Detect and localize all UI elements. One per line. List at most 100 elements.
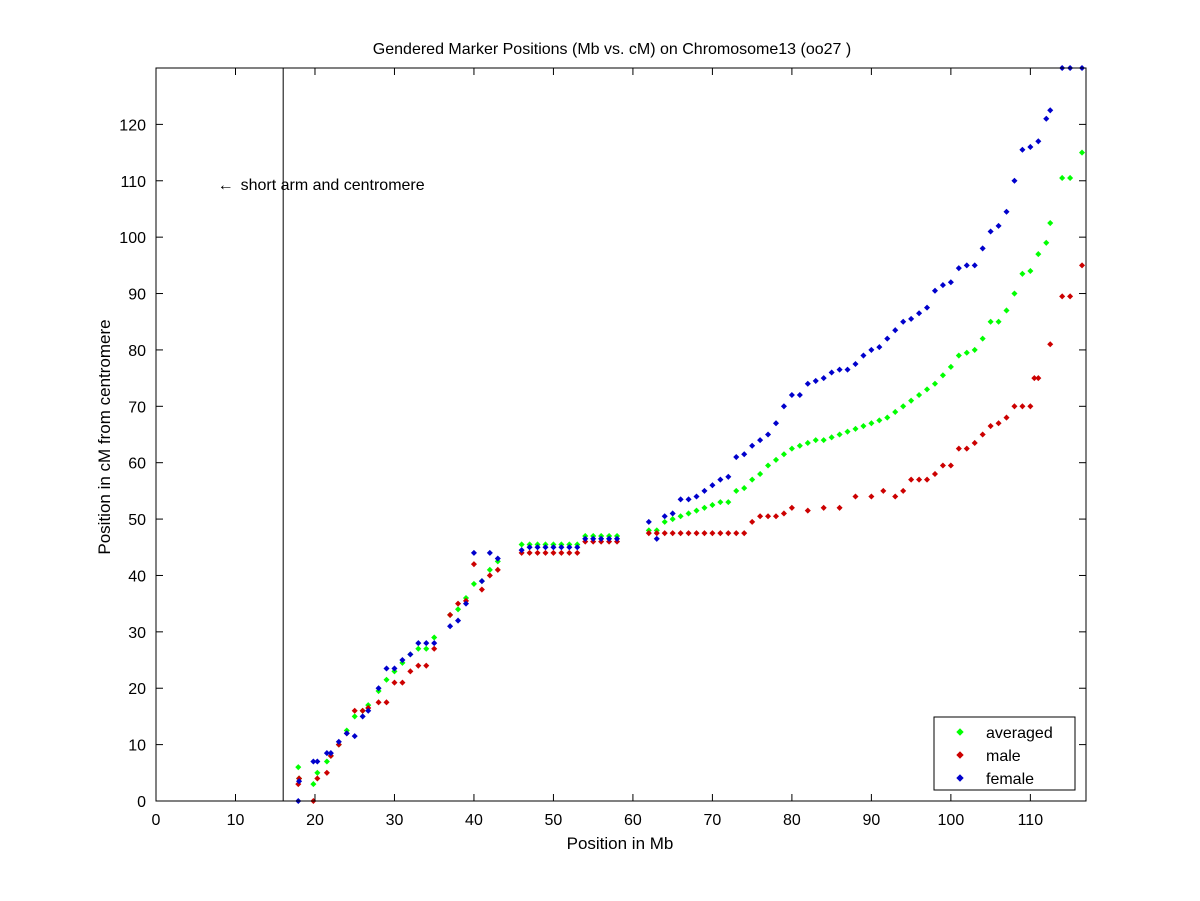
data-point	[391, 679, 398, 686]
data-point	[757, 513, 764, 520]
data-point	[614, 535, 621, 542]
x-tick-label: 100	[938, 812, 965, 829]
data-point	[852, 493, 859, 500]
data-point	[1027, 143, 1034, 150]
data-point	[924, 304, 931, 311]
data-point	[931, 380, 938, 387]
data-point	[892, 493, 899, 500]
data-point	[645, 518, 652, 525]
data-point	[494, 555, 501, 562]
data-point	[1011, 290, 1018, 297]
data-point	[880, 487, 887, 494]
data-point	[860, 352, 867, 359]
data-point	[987, 228, 994, 235]
data-point	[470, 549, 477, 556]
plot-background	[156, 68, 1086, 801]
data-point	[1047, 107, 1054, 114]
data-point	[979, 431, 986, 438]
data-point	[574, 544, 581, 551]
data-point	[323, 758, 330, 765]
series-female	[295, 64, 1086, 805]
x-tick-label: 10	[227, 812, 245, 829]
x-tick-label: 70	[704, 812, 722, 829]
data-point	[542, 549, 549, 556]
data-point	[765, 431, 772, 438]
data-point	[455, 606, 462, 613]
data-point	[415, 640, 422, 647]
data-point	[780, 451, 787, 458]
data-point	[310, 781, 317, 788]
y-tick-label: 0	[137, 794, 146, 811]
data-point	[351, 733, 358, 740]
data-point	[1019, 270, 1026, 277]
x-axis-ticks: 0 10 20 30 40 50 60 70 80 90 100 110	[152, 68, 1043, 829]
data-point	[757, 437, 764, 444]
data-point	[574, 549, 581, 556]
data-point	[955, 445, 962, 452]
data-point	[892, 408, 899, 415]
legend-label-female: female	[986, 771, 1034, 788]
x-tick-label: 50	[545, 812, 563, 829]
data-point	[796, 442, 803, 449]
data-point	[868, 493, 875, 500]
data-point	[447, 623, 454, 630]
data-point	[749, 518, 756, 525]
data-point	[804, 507, 811, 514]
data-point	[963, 262, 970, 269]
data-point	[828, 369, 835, 376]
data-point	[788, 392, 795, 399]
data-point	[749, 442, 756, 449]
legend-label-averaged: averaged	[986, 725, 1053, 742]
data-point	[653, 530, 660, 537]
data-point	[725, 530, 732, 537]
data-point	[677, 513, 684, 520]
data-point	[931, 287, 938, 294]
data-point	[900, 403, 907, 410]
data-point	[701, 487, 708, 494]
data-point	[693, 530, 700, 537]
data-point	[963, 349, 970, 356]
data-point	[963, 445, 970, 452]
data-point	[558, 549, 565, 556]
data-points	[295, 64, 1086, 805]
data-point	[431, 640, 438, 647]
data-point	[327, 750, 334, 757]
data-point	[812, 377, 819, 384]
data-point	[836, 504, 843, 511]
data-point	[900, 487, 907, 494]
data-point	[733, 487, 740, 494]
data-point	[693, 493, 700, 500]
data-point	[590, 535, 597, 542]
data-point	[772, 420, 780, 427]
data-point	[1047, 341, 1054, 348]
data-point	[365, 707, 372, 714]
data-point	[812, 437, 819, 444]
data-point	[566, 544, 573, 551]
data-point	[447, 611, 454, 618]
data-point	[478, 586, 485, 593]
data-point	[741, 530, 748, 537]
data-point	[955, 352, 962, 359]
chart-title: Gendered Marker Positions (Mb vs. cM) on…	[373, 41, 851, 58]
data-point	[1067, 174, 1074, 181]
y-axis-ticks: 0 10 20 30 40 50 60 70 80 90 100 110 120	[119, 117, 1086, 811]
data-point	[661, 513, 668, 520]
data-point	[383, 676, 390, 683]
data-point	[582, 535, 589, 542]
data-point	[780, 510, 787, 517]
x-tick-label: 20	[306, 812, 324, 829]
data-point	[383, 665, 390, 672]
data-point	[701, 530, 708, 537]
x-tick-label: 60	[624, 812, 642, 829]
data-point	[542, 544, 549, 551]
y-tick-label: 30	[128, 625, 146, 642]
data-point	[820, 504, 827, 511]
data-point	[788, 445, 795, 452]
data-point	[423, 640, 430, 647]
data-point	[725, 473, 732, 480]
annotation-text: short arm and centromere	[241, 177, 425, 194]
data-point	[677, 530, 684, 537]
data-point	[971, 346, 978, 353]
centromere-annotation: ← short arm and centromere	[218, 177, 425, 194]
